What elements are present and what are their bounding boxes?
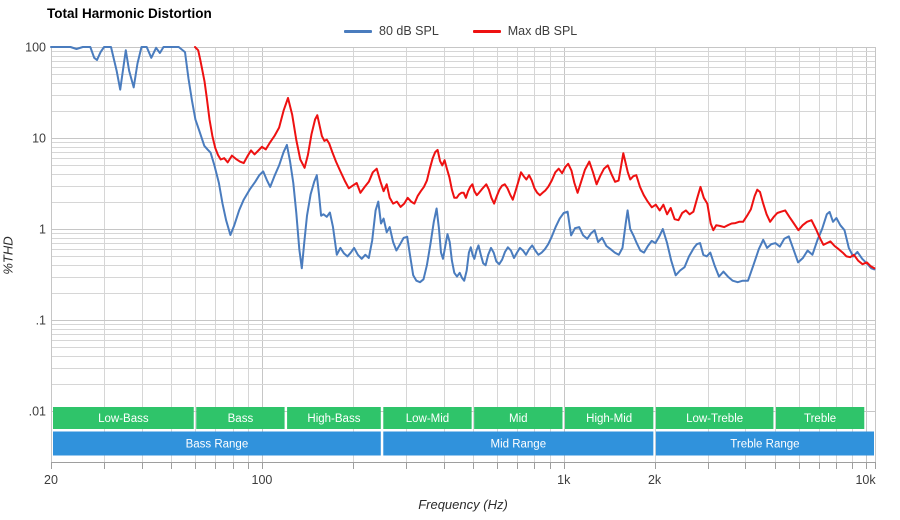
y-tick-labels: 100 10 1 .1 .01 [25,41,46,419]
legend-line-swatch-80db [344,29,372,33]
y-tick-label: 1 [39,223,46,237]
band-high-bass [287,407,381,429]
y-tick-label: .1 [36,314,46,328]
legend-label-80db: 80 dB SPL [379,24,439,38]
x-tick-label: 1k [557,473,571,487]
legend-label-maxdb: Max dB SPL [507,24,578,38]
legend-item-maxdb: Max dB SPL [472,24,578,38]
x-tick-labels: 20 100 1k 2k 10k [44,473,876,487]
band-label: Mid Range [490,439,546,451]
gridlines [51,47,876,463]
band-low-mid [383,407,472,429]
x-axis-title: Frequency (Hz) [418,497,508,512]
band-label: Low-Treble [686,413,743,425]
band-label: High-Mid [586,413,632,425]
band-bass [196,407,285,429]
y-tick-label: .01 [29,405,46,419]
legend-item-80db: 80 dB SPL [344,24,439,38]
x-tick-label: 10k [855,473,876,487]
y-tick-label: 100 [25,41,46,55]
chart-title: Total Harmonic Distortion [47,6,212,21]
band-row-ranges: Bass Range Mid Range Treble Range [53,431,874,456]
band-label: Bass Range [186,439,249,451]
x-tick-marks [51,462,876,469]
band-mid [474,407,563,429]
band-label: Low-Bass [98,413,149,425]
band-treble-range [655,431,874,456]
band-low-treble [655,407,774,429]
band-label: High-Bass [307,413,360,425]
band-treble [775,407,865,429]
x-tick-label: 100 [252,473,273,487]
band-bass-range [53,431,381,456]
x-tick-label: 20 [44,473,58,487]
band-label: Treble Range [730,439,799,451]
band-low-bass [53,407,194,429]
band-row-sub-ranges: Low-Bass Bass High-Bass Low-Mid Mid High-Mid L… [53,407,865,429]
series-line-max-db-spl [194,46,876,270]
y-tick-label: 10 [32,132,46,146]
x-tick-label: 2k [648,473,662,487]
band-mid-range [383,431,654,456]
legend: 80 dB SPL Max dB SPL [344,24,577,38]
band-label: Bass [228,413,254,425]
series-line-80-db-spl [50,46,876,284]
band-high-mid [564,407,654,429]
legend-line-swatch-maxdb [472,29,501,33]
band-label: Low-Mid [406,413,449,425]
band-label: Treble [804,413,836,425]
band-label: Mid [509,413,528,425]
